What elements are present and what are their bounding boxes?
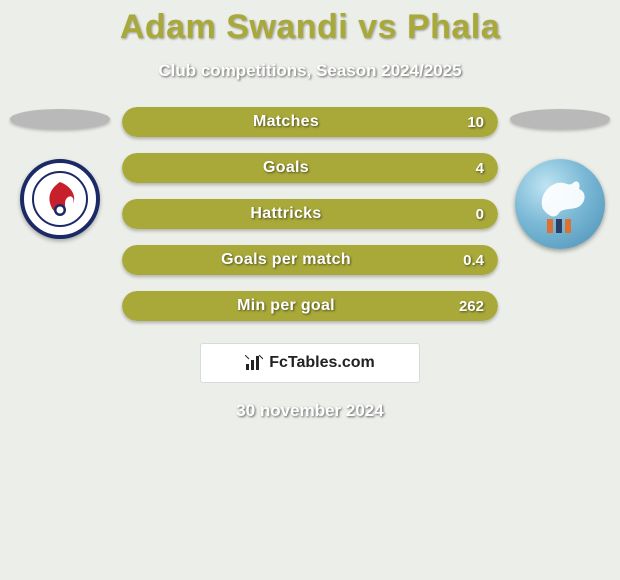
stat-row: Hattricks 0: [122, 199, 498, 229]
dragon-icon: [37, 176, 83, 222]
stat-row: Min per goal 262: [122, 291, 498, 321]
stat-value: 0: [450, 206, 498, 223]
stat-value: 262: [450, 298, 498, 315]
home-united-crest: [20, 159, 100, 239]
stat-label: Goals: [122, 159, 450, 177]
page-title: Adam Swandi vs Phala: [0, 0, 620, 47]
stat-value: 0.4: [450, 252, 498, 269]
right-player-column: [500, 107, 620, 249]
stat-value: 10: [450, 114, 498, 131]
left-player-column: [0, 107, 120, 239]
blue-horse-crest: [515, 159, 605, 249]
bar-chart-icon: [245, 355, 263, 371]
stat-row: Goals per match 0.4: [122, 245, 498, 275]
stat-label: Goals per match: [122, 251, 450, 269]
stat-label: Hattricks: [122, 205, 450, 223]
horse-icon: [515, 159, 605, 249]
comparison-card: Adam Swandi vs Phala Club competitions, …: [0, 0, 620, 580]
content-columns: Matches 10 Goals 4 Hattricks 0 Goals per…: [0, 107, 620, 321]
watermark-text: FcTables.com: [269, 354, 375, 372]
right-club-logo: [515, 159, 605, 249]
player-headshot-placeholder: [10, 109, 110, 129]
stat-row: Matches 10: [122, 107, 498, 137]
left-club-logo: [20, 159, 100, 239]
stat-value: 4: [450, 160, 498, 177]
stat-label: Min per goal: [122, 297, 450, 315]
player-headshot-placeholder: [510, 109, 610, 129]
stat-label: Matches: [122, 113, 450, 131]
subtitle: Club competitions, Season 2024/2025: [0, 61, 620, 81]
stats-list: Matches 10 Goals 4 Hattricks 0 Goals per…: [120, 107, 500, 321]
footer-date: 30 november 2024: [0, 401, 620, 421]
stat-row: Goals 4: [122, 153, 498, 183]
watermark[interactable]: FcTables.com: [200, 343, 420, 383]
